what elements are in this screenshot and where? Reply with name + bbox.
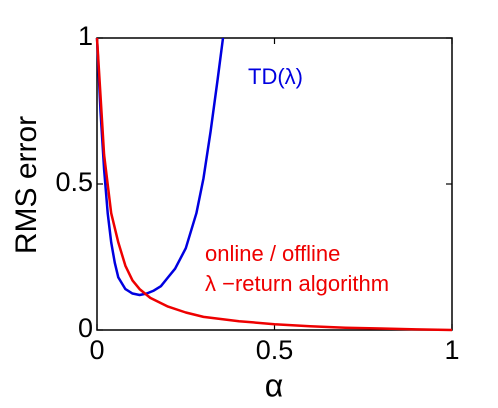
y-tick-label: 0.5 [55,167,93,197]
y-tick-label: 0 [78,313,93,343]
annotation: online / offline [205,241,340,266]
y-tick-label: 1 [78,21,93,51]
x-tick-label: 0 [89,335,104,365]
annotation: TD(λ) [248,64,303,89]
x-tick-label: 0.5 [256,335,294,365]
annotation: λ −return algorithm [205,271,389,296]
y-axis-label: RMS error [10,116,43,254]
series-line [95,37,453,332]
x-axis-label: α [265,367,284,403]
x-tick-label: 1 [444,335,459,365]
